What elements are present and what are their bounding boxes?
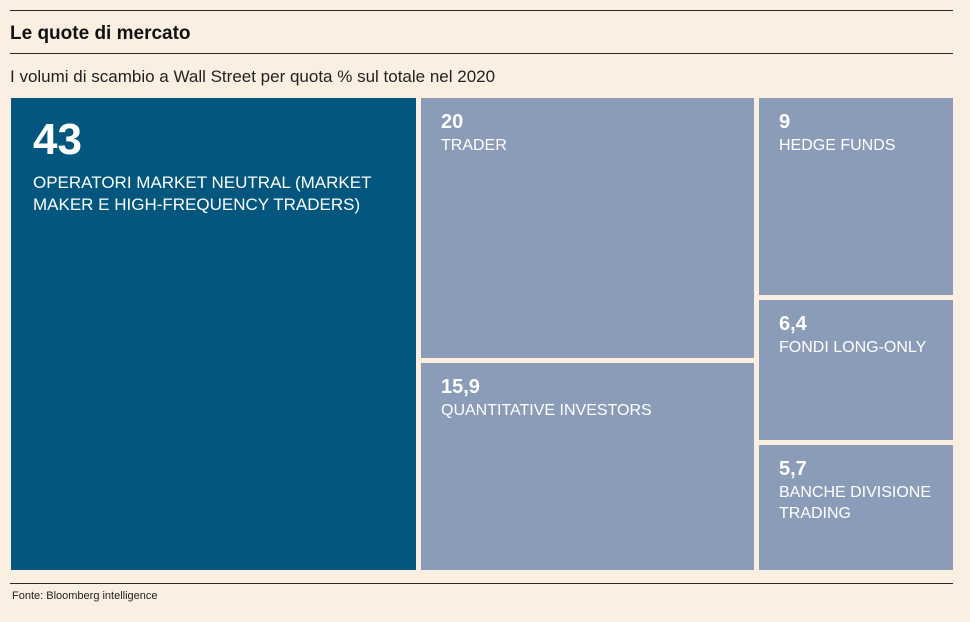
tile-label: BANCHE DIVISIONE TRADING — [779, 484, 932, 522]
tile-label: QUANTITATIVE INVESTORS — [441, 402, 652, 419]
treemap-tile: 6,4 FONDI LONG-ONLY — [759, 300, 953, 440]
treemap-tile: 9 HEDGE FUNDS — [759, 98, 953, 295]
tile-label: OPERATORI MARKET NEUTRAL (MARKET MAKER E… — [33, 173, 372, 215]
tile-label: FONDI LONG-ONLY — [779, 339, 927, 356]
tile-value: 9 — [779, 111, 791, 133]
bottom-rule — [10, 583, 953, 584]
tile-value: 20 — [441, 111, 464, 133]
treemap-tile: 20 TRADER — [421, 98, 754, 358]
title-rule — [10, 53, 953, 54]
tile-value: 6,4 — [779, 313, 807, 335]
top-rule — [10, 10, 953, 11]
tile-value: 5,7 — [779, 458, 807, 480]
treemap-tile: 43 OPERATORI MARKET NEUTRAL (MARKET MAKER… — [11, 98, 416, 570]
treemap-tile: 15,9 QUANTITATIVE INVESTORS — [421, 363, 754, 570]
tile-label: TRADER — [441, 137, 507, 154]
tile-value: 43 — [33, 115, 82, 164]
source-note: Fonte: Bloomberg intelligence — [12, 590, 158, 602]
tile-label: HEDGE FUNDS — [779, 137, 896, 154]
chart-subtitle: I volumi di scambio a Wall Street per qu… — [10, 67, 496, 86]
chart-title: Le quote di mercato — [10, 23, 191, 44]
treemap-tile: 5,7 BANCHE DIVISIONE TRADING — [759, 445, 953, 570]
tile-value: 15,9 — [441, 376, 480, 398]
